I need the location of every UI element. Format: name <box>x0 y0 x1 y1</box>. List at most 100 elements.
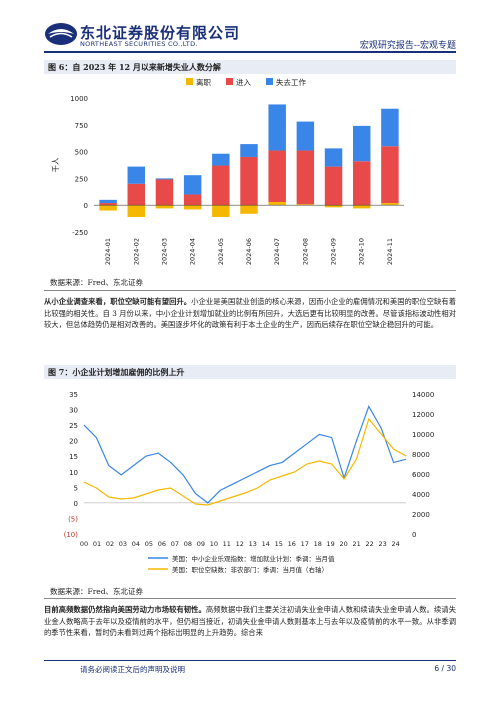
bar-0-2 <box>155 205 174 209</box>
x-tick-15: 15 <box>275 540 283 548</box>
y-left-tick-1: 30 <box>69 407 78 415</box>
bar-2-3 <box>183 175 202 195</box>
x-tick-label-4: 2024-05 <box>217 238 225 265</box>
x-tick-3: 03 <box>119 540 127 548</box>
y-axis-label: 千人 <box>50 157 60 172</box>
y-left-tick-0: 35 <box>69 391 78 399</box>
bar-1-8 <box>324 166 343 206</box>
bar-1-4 <box>212 165 230 206</box>
x-tick-4: 04 <box>132 540 140 548</box>
y-tick-label-2: 250 <box>75 175 88 183</box>
y-left-tick-8: (5) <box>68 515 78 523</box>
bar-2-7 <box>296 121 315 151</box>
y-tick-label-4: 750 <box>75 122 88 130</box>
x-tick-label-5: 2024-06 <box>245 238 253 265</box>
bar-1-5 <box>240 156 258 206</box>
figure6-bottom-rule <box>44 290 456 291</box>
paragraph-small-business-body: 小企业是美国就业创造的核心来源，因而小企业的雇佣情况和美国的职位空缺有着比较强的… <box>44 297 457 329</box>
report-type: 宏观研究报告--宏观专题 <box>359 41 456 51</box>
y-left-tick-2: 25 <box>69 422 78 430</box>
x-tick-label-0: 2024-01 <box>104 238 112 265</box>
legend7-label-1: 美国：职位空缺数：非农部门：季调：当月值（右轴） <box>172 565 328 574</box>
bar-0-1 <box>127 205 146 217</box>
bar-2-0 <box>99 199 117 204</box>
bar-1-6 <box>268 150 286 202</box>
legend-label-0: 离职 <box>196 77 211 87</box>
figure7-bottom-rule <box>44 598 456 599</box>
y-tick-label-5: 1000 <box>70 95 88 103</box>
bar-0-8 <box>324 205 343 208</box>
page-number: 6 / 30 <box>434 664 456 673</box>
y-right-tick-4: 6000 <box>412 471 430 479</box>
figure7-chart: 35302520151050(5)(10)1400012000100008000… <box>64 391 435 574</box>
bar-1-9 <box>352 161 371 206</box>
bar-2-9 <box>352 125 371 162</box>
x-tick-label-9: 2024-10 <box>358 238 366 265</box>
bar-0-4 <box>212 205 230 217</box>
x-tick-2: 02 <box>106 540 114 548</box>
figure7-source: 数据来源：Fred、东北证券 <box>50 587 144 596</box>
page-header: 东北证券股份有限公司 NORTHEAST SECURITIES CO.,LTD.… <box>0 0 500 58</box>
paragraph-high-frequency-lead: 目前高频数据仍然指向美国劳动力市场较有韧性。 <box>44 605 206 614</box>
x-tick-5: 05 <box>145 540 153 548</box>
bar-1-2 <box>155 179 174 206</box>
figure6-title: 图 6：自 2023 年 12 月以来新增失业人数分解 <box>44 60 456 74</box>
x-tick-23: 23 <box>378 540 386 548</box>
y-tick-label-0: -250 <box>72 229 88 237</box>
y-left-tick-4: 15 <box>69 453 78 461</box>
x-tick-24: 24 <box>391 540 399 548</box>
legend7-label-0: 美国：中小企业乐观指数：增加就业计划：季调：当月值 <box>172 554 335 563</box>
x-tick-20: 20 <box>340 540 348 548</box>
x-tick-14: 14 <box>262 540 270 548</box>
y-left-tick-3: 20 <box>69 438 78 446</box>
bar-0-5 <box>240 205 258 214</box>
y-left-tick-9: (10) <box>64 531 79 539</box>
figure6-source: 数据来源：Fred、东北证券 <box>50 278 144 287</box>
x-tick-21: 21 <box>353 540 361 548</box>
x-tick-label-1: 2024-02 <box>132 238 140 265</box>
x-tick-13: 13 <box>249 540 257 548</box>
legend-swatch-0 <box>186 78 193 85</box>
legend-label-1: 进入 <box>236 78 251 87</box>
bar-1-1 <box>127 183 146 206</box>
bar-0-3 <box>183 205 202 210</box>
bar-1-7 <box>296 150 315 205</box>
x-tick-label-10: 2024-11 <box>386 238 394 265</box>
y-left-tick-7: 0 <box>74 500 78 508</box>
x-tick-10: 10 <box>210 540 218 548</box>
x-tick-6: 06 <box>158 540 166 548</box>
bar-0-9 <box>352 205 371 209</box>
x-tick-label-6: 2024-07 <box>273 238 281 265</box>
paragraph-small-business-lead: 从小企业调查来看，职位空缺可能有望回升。 <box>44 297 192 306</box>
y-right-tick-5: 4000 <box>412 491 430 499</box>
x-tick-17: 17 <box>301 540 309 548</box>
y-tick-label-3: 500 <box>75 149 88 157</box>
bar-0-7 <box>296 204 315 206</box>
bar-2-1 <box>127 166 146 184</box>
legend-swatch-2 <box>266 78 273 85</box>
brand-name-cn: 东北证券股份有限公司 <box>80 24 241 42</box>
y-right-tick-1: 12000 <box>412 411 434 419</box>
figure7-title: 图 7：小企业计划增加雇佣的比例上升 <box>44 365 456 379</box>
bar-1-3 <box>183 194 202 206</box>
y-left-tick-5: 10 <box>69 469 78 477</box>
y-right-tick-3: 8000 <box>412 451 430 459</box>
x-tick-label-2: 2024-03 <box>160 238 168 265</box>
bar-2-2 <box>155 178 174 180</box>
x-tick-16: 16 <box>288 540 296 548</box>
y-right-tick-6: 2000 <box>412 511 430 519</box>
bar-2-6 <box>268 104 286 151</box>
footer-disclaimer: 请务必阅读正文后的声明及说明 <box>80 665 185 674</box>
brand-name-en: NORTHEAST SECURITIES CO.,LTD. <box>80 40 198 48</box>
bar-2-8 <box>324 148 343 167</box>
bar-2-4 <box>212 153 230 166</box>
bar-2-10 <box>381 108 399 147</box>
company-logo-icon <box>45 23 77 45</box>
x-tick-label-3: 2024-04 <box>189 238 197 265</box>
paragraph-small-business: 从小企业调查来看，职位空缺可能有望回升。小企业是美国就业创造的核心来源，因而小企… <box>44 296 456 331</box>
y-right-tick-2: 10000 <box>412 431 434 439</box>
x-tick-18: 18 <box>314 540 322 548</box>
bar-1-10 <box>381 146 399 204</box>
x-tick-0: 00 <box>80 540 88 548</box>
legend-label-2: 失去工作 <box>276 77 306 87</box>
